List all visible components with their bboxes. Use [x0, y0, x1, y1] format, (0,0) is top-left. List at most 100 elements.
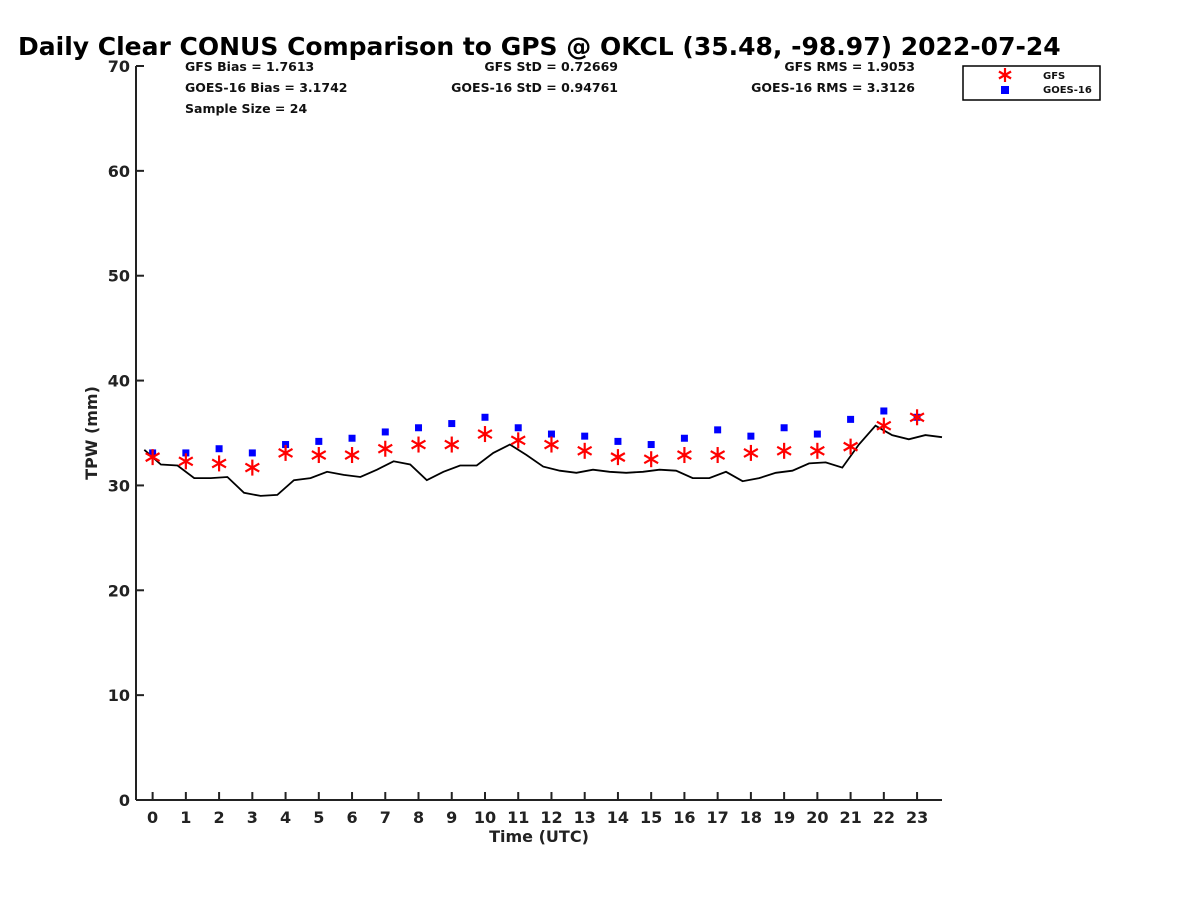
y-tick-label: 30 [108, 476, 130, 495]
goes16-point [248, 449, 256, 457]
stats-block: GFS Bias = 1.7613 GOES-16 Bias = 3.1742 … [185, 59, 915, 116]
goes16-point [381, 428, 389, 436]
goes16-point [647, 441, 655, 449]
goes16-point [614, 437, 622, 445]
x-tick-label: 9 [446, 808, 457, 827]
stat-gfs-bias: GFS Bias = 1.7613 [185, 59, 314, 74]
x-tick-label: 14 [607, 808, 629, 827]
goes16-point [847, 415, 855, 423]
gfs-point [510, 432, 526, 449]
gfs-point [710, 447, 726, 464]
x-tick-label: 6 [346, 808, 357, 827]
x-tick-label: 7 [380, 808, 391, 827]
stat-goes-rms: GOES-16 RMS = 3.3126 [751, 80, 915, 95]
gfs-point [743, 444, 759, 461]
gfs-point [178, 453, 194, 470]
gfs-point [643, 451, 659, 468]
y-tick-label: 0 [119, 791, 130, 810]
stat-gfs-rms: GFS RMS = 1.9053 [784, 59, 915, 74]
goes16-point [315, 437, 323, 445]
goes16-point [680, 434, 688, 442]
y-tick-label: 40 [108, 372, 130, 391]
gfs-point [244, 459, 260, 476]
y-tick-label: 70 [108, 57, 130, 76]
gfs-point [843, 438, 859, 455]
gfs-point [909, 409, 925, 426]
chart-title: Daily Clear CONUS Comparison to GPS @ OK… [18, 32, 1061, 61]
x-tick-label: 19 [773, 808, 795, 827]
gfs-point [809, 442, 825, 459]
gfs-point [610, 449, 626, 466]
y-tick-label: 60 [108, 162, 130, 181]
goes16-point [215, 445, 223, 453]
x-tick-label: 8 [413, 808, 424, 827]
x-tick-label: 4 [280, 808, 291, 827]
x-axis-label: Time (UTC) [489, 827, 589, 846]
x-tick-label: 20 [806, 808, 828, 827]
goes16-point [348, 434, 356, 442]
x-tick-label: 1 [180, 808, 191, 827]
gfs-point [377, 440, 393, 457]
gps-series [143, 424, 943, 497]
x-tick-label: 2 [214, 808, 225, 827]
x-tick-label: 0 [147, 808, 158, 827]
stat-gfs-std: GFS StD = 0.72669 [484, 59, 618, 74]
goes16-point [813, 430, 821, 438]
goes16-point [547, 430, 555, 438]
x-tick-label: 3 [247, 808, 258, 827]
goes16-point [182, 449, 190, 457]
gfs-series [145, 409, 925, 476]
gfs-point [776, 442, 792, 459]
x-tick-label: 16 [673, 808, 695, 827]
gfs-point [311, 447, 327, 464]
x-tick-label: 22 [873, 808, 895, 827]
stat-goes-std: GOES-16 StD = 0.94761 [451, 80, 618, 95]
gfs-point [477, 426, 493, 443]
x-tick-label: 11 [507, 808, 529, 827]
goes16-point [481, 413, 489, 421]
goes16-point [282, 441, 290, 449]
x-tick-label: 10 [474, 808, 496, 827]
legend-box [962, 65, 1101, 101]
x-tick-label: 15 [640, 808, 662, 827]
legend-goes-square-icon [1001, 86, 1009, 94]
stat-sample-size: Sample Size = 24 [185, 101, 307, 116]
goes16-point [581, 432, 589, 440]
legend-gfs-label: GFS [1043, 71, 1065, 82]
gfs-point [411, 436, 426, 453]
y-axis-label: TPW (mm) [82, 386, 101, 480]
x-tick-label: 5 [313, 808, 324, 827]
legend: GFS GOES-16 [962, 65, 1101, 101]
y-tick-label: 20 [108, 581, 130, 600]
goes16-point [448, 420, 456, 428]
goes16-point [780, 424, 788, 432]
goes16-series [149, 407, 921, 457]
goes16-point [880, 407, 888, 415]
goes16-point [714, 426, 722, 434]
goes16-point [415, 424, 423, 432]
y-tick-label: 10 [108, 686, 130, 705]
gfs-point [444, 436, 460, 453]
x-tick-label: 12 [540, 808, 562, 827]
gfs-point [278, 444, 294, 461]
legend-gfs-asterisk [998, 68, 1012, 82]
legend-goes-label: GOES-16 [1043, 85, 1092, 96]
x-tick-label: 13 [574, 808, 596, 827]
gfs-point [577, 442, 593, 459]
gfs-point [876, 417, 892, 434]
x-tick-label: 17 [707, 808, 729, 827]
legend-gfs-asterisk-icon [998, 68, 1012, 82]
gps-line [143, 424, 943, 497]
gfs-point [211, 455, 227, 472]
y-tick-label: 50 [108, 267, 130, 286]
goes16-point [747, 432, 755, 440]
stat-goes-bias: GOES-16 Bias = 3.1742 [185, 80, 347, 95]
x-tick-label: 23 [906, 808, 928, 827]
gfs-point [145, 449, 161, 466]
goes16-point [514, 424, 522, 432]
x-tick-label: 21 [839, 808, 861, 827]
x-tick-label: 18 [740, 808, 762, 827]
gfs-point [344, 447, 360, 464]
